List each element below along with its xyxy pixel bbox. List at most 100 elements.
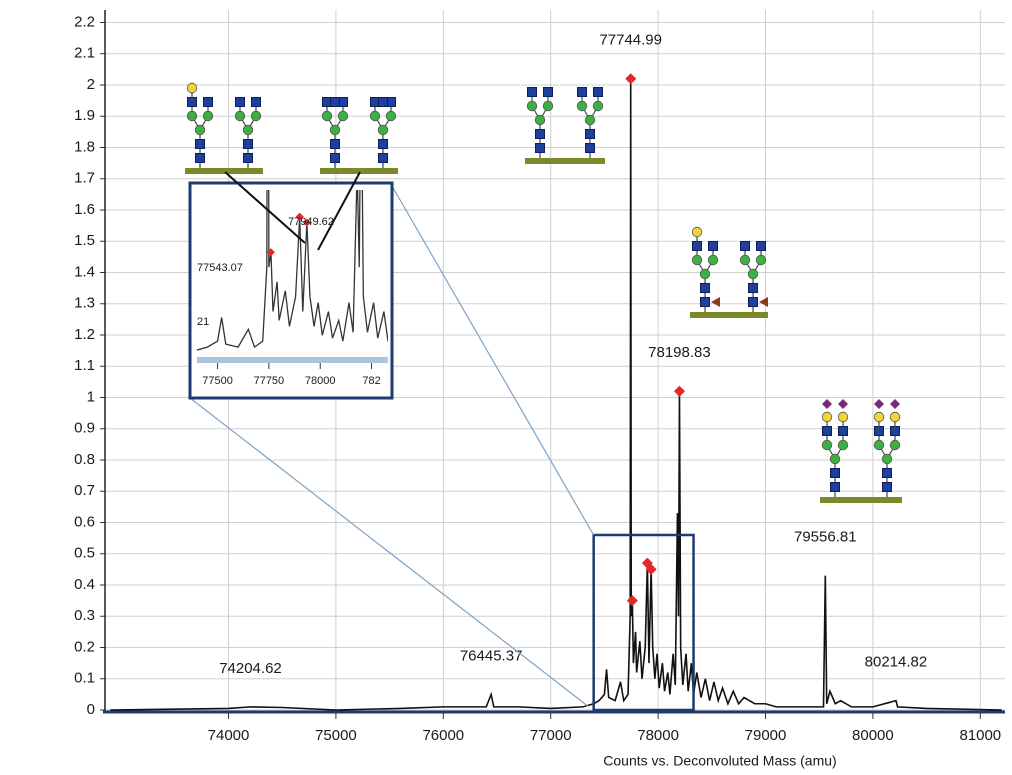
inset-axis-band: [197, 357, 388, 363]
glycan-mannose: [377, 124, 389, 136]
x-tick-label: 75000: [315, 727, 357, 744]
glycan-glcnac: [535, 143, 545, 153]
glycan-mannose: [691, 254, 703, 266]
glycan-mannose: [234, 110, 246, 122]
glycan-mannose: [699, 268, 711, 280]
y-tick-label: 2: [87, 76, 95, 93]
peak-label: 78198.83: [648, 344, 711, 361]
glycan-fucose: [711, 297, 720, 307]
y-tick-label: 0.2: [74, 638, 95, 655]
glycan-glcnac: [585, 129, 595, 139]
glycan-sialic: [822, 399, 832, 409]
glycan-galactose: [889, 411, 901, 423]
glycan: [820, 399, 902, 503]
inset-spectrum: [197, 190, 388, 351]
glycan-mannose: [755, 254, 767, 266]
glycan-galactose: [821, 411, 833, 423]
y-tick-label: 1.7: [74, 170, 95, 187]
inset-marker: [295, 212, 304, 221]
glycan-glcnac: [330, 153, 340, 163]
y-tick-label: 0.8: [74, 451, 95, 468]
glycan-sialic: [874, 399, 884, 409]
inset-x-tick-label: 77500: [202, 375, 233, 387]
glycan-glcnac: [251, 97, 261, 107]
zoom-connector: [391, 185, 595, 536]
glycan-bar: [820, 497, 902, 503]
y-tick-label: 1: [87, 388, 95, 405]
x-axis-title: Counts vs. Deconvoluted Mass (amu): [603, 753, 836, 769]
glycan-glcnac: [577, 87, 587, 97]
glycan-mannose: [592, 100, 604, 112]
glycan-glcnac: [882, 482, 892, 492]
glycan-glcnac: [543, 87, 553, 97]
glycan-mannose: [542, 100, 554, 112]
inset-marker: [266, 248, 275, 257]
y-tick-label: 1.6: [74, 201, 95, 218]
y-tick-label: 1.5: [74, 232, 95, 249]
glycan-glcnac: [756, 241, 766, 251]
glycan-mannose: [534, 114, 546, 126]
y-tick-label: 0.3: [74, 607, 95, 624]
glycan-glcnac: [748, 283, 758, 293]
inset: 77500 77750 78000 782 77949.62 77543.07 21: [188, 181, 394, 400]
peak-label: 80214.82: [865, 654, 928, 671]
y-tick-label: 1.9: [74, 107, 95, 124]
y-tick-label: 2.2: [74, 13, 95, 30]
glycan-glcnac: [593, 87, 603, 97]
peak-label: 74204.62: [219, 660, 282, 677]
y-tick-label: 0.9: [74, 420, 95, 437]
glycan-sialic: [838, 399, 848, 409]
plot: 0 0.1 0.2 0.3 0.4 0.5 0.6 0.7 0.8 0.9 1 1.1 1.2 1.3 1.…: [74, 10, 1005, 744]
glycan-mannose: [747, 268, 759, 280]
x-tick-label: 76000: [422, 727, 464, 744]
glycan-mannose: [881, 453, 893, 465]
y-tick-label: 2.1: [74, 45, 95, 62]
glycan-mannose: [337, 110, 349, 122]
glycan-mannose: [707, 254, 719, 266]
y-tick-label: 1.1: [74, 357, 95, 374]
glycan-galactose: [691, 226, 703, 238]
zoom-connector: [189, 397, 589, 707]
inset-annotation: 77949.62: [288, 216, 334, 228]
inset-annotation: 21: [197, 316, 209, 328]
glycan-mannose: [739, 254, 751, 266]
glycan-galactose: [873, 411, 885, 423]
glycan-bar: [525, 158, 605, 164]
glycan-bar: [320, 168, 398, 174]
glycan-glcnac: [330, 139, 340, 149]
y-tick-label: 0.7: [74, 482, 95, 499]
glycan-mannose: [576, 100, 588, 112]
peak-marker: [645, 563, 657, 575]
y-tick-label: 1.2: [74, 326, 95, 343]
x-tick-label: 81000: [959, 727, 1001, 744]
peak-marker: [625, 73, 637, 85]
zoom-box: [592, 533, 695, 712]
glycan-mannose: [837, 439, 849, 451]
glycan-pointer: [224, 171, 306, 244]
glycan-glcnac: [378, 139, 388, 149]
peak-marker: [673, 385, 685, 397]
glycan-glcnac: [330, 97, 340, 107]
y-tick-label: 0.6: [74, 513, 95, 530]
glycan-bar: [690, 312, 768, 318]
inset-x-tick-label: 782: [362, 375, 380, 387]
glycan-mannose: [186, 110, 198, 122]
glycan-mannose: [873, 439, 885, 451]
glycan: [320, 97, 398, 174]
y-tick-label: 0.4: [74, 576, 95, 593]
peak-marker: [626, 595, 638, 607]
glycan-glcnac: [195, 153, 205, 163]
glycan-glcnac: [378, 97, 388, 107]
inset-annotation: 77543.07: [197, 262, 243, 274]
glycan-glcnac: [535, 129, 545, 139]
peak-label: 77744.99: [599, 32, 662, 49]
glycan-fucose: [759, 297, 768, 307]
glycan-glcnac: [740, 241, 750, 251]
glycan-mannose: [526, 100, 538, 112]
glycan-pointer: [317, 171, 361, 251]
glycan-mannose: [329, 124, 341, 136]
peak-label: 79556.81: [794, 529, 857, 546]
glycan: [185, 82, 263, 174]
glycan-mannose: [369, 110, 381, 122]
